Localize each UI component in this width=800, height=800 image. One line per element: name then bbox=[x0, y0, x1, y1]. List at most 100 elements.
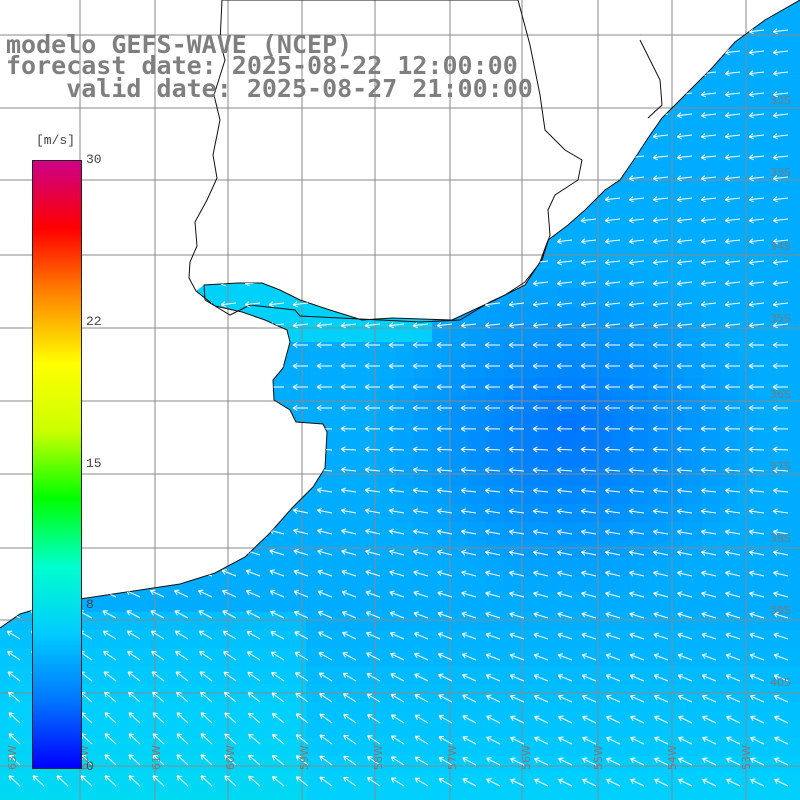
speed-cell bbox=[396, 126, 414, 144]
direction-arrow bbox=[292, 507, 309, 514]
speed-cell bbox=[360, 342, 378, 360]
speed-cell bbox=[252, 612, 270, 630]
speed-cell bbox=[306, 702, 324, 720]
speed-cell bbox=[486, 720, 504, 738]
speed-cell bbox=[666, 180, 684, 198]
direction-arrow bbox=[414, 735, 429, 745]
speed-cell bbox=[738, 126, 756, 144]
direction-arrow bbox=[340, 446, 357, 453]
speed-cell bbox=[612, 252, 630, 270]
direction-arrow bbox=[198, 630, 213, 640]
direction-arrow bbox=[388, 508, 405, 515]
speed-cell bbox=[360, 486, 378, 504]
speed-cell bbox=[396, 450, 414, 468]
speed-cell bbox=[738, 252, 756, 270]
direction-arrow bbox=[268, 238, 285, 245]
speed-cell bbox=[558, 324, 576, 342]
speed-cell bbox=[576, 414, 594, 432]
direction-arrow bbox=[4, 487, 21, 493]
lat-label: 33S bbox=[770, 166, 791, 179]
direction-arrow bbox=[724, 446, 741, 453]
speed-cell bbox=[558, 162, 576, 180]
speed-cell bbox=[540, 252, 558, 270]
direction-arrow bbox=[172, 280, 189, 287]
direction-arrow bbox=[148, 341, 164, 349]
direction-arrow bbox=[436, 528, 453, 535]
speed-cell bbox=[144, 450, 162, 468]
speed-cell bbox=[630, 180, 648, 198]
speed-cell bbox=[234, 594, 252, 612]
direction-arrow bbox=[678, 736, 693, 745]
speed-cell bbox=[90, 522, 108, 540]
speed-cell bbox=[126, 630, 144, 648]
direction-arrow bbox=[629, 653, 645, 661]
direction-arrow bbox=[389, 611, 405, 619]
speed-cell bbox=[324, 558, 342, 576]
direction-arrow bbox=[724, 154, 741, 161]
speed-cell bbox=[252, 0, 270, 18]
speed-cell bbox=[630, 702, 648, 720]
direction-arrow bbox=[460, 425, 477, 432]
speed-cell bbox=[216, 612, 234, 630]
direction-arrow bbox=[293, 569, 309, 577]
speed-cell bbox=[504, 576, 522, 594]
direction-arrow bbox=[580, 133, 597, 140]
speed-cell bbox=[756, 774, 774, 792]
direction-arrow bbox=[772, 487, 789, 494]
speed-cell bbox=[234, 738, 252, 756]
speed-cell bbox=[720, 0, 738, 18]
speed-cell bbox=[216, 396, 234, 414]
direction-arrow bbox=[460, 529, 477, 535]
speed-cell bbox=[774, 576, 792, 594]
speed-cell bbox=[522, 792, 540, 800]
speed-cell bbox=[630, 0, 648, 18]
speed-cell bbox=[684, 360, 702, 378]
direction-arrow bbox=[341, 569, 357, 577]
direction-arrow bbox=[580, 280, 597, 287]
speed-cell bbox=[702, 522, 720, 540]
direction-arrow bbox=[532, 322, 549, 329]
direction-arrow bbox=[556, 112, 573, 119]
speed-cell bbox=[756, 126, 774, 144]
speed-cell bbox=[738, 0, 756, 18]
direction-arrow bbox=[341, 549, 357, 556]
speed-cell bbox=[630, 360, 648, 378]
direction-arrow bbox=[580, 549, 597, 556]
speed-cell bbox=[522, 54, 540, 72]
direction-arrow bbox=[245, 589, 261, 598]
direction-arrow bbox=[701, 653, 717, 661]
direction-arrow bbox=[244, 487, 261, 494]
direction-arrow bbox=[532, 467, 549, 474]
speed-cell bbox=[468, 342, 486, 360]
direction-arrow bbox=[461, 570, 477, 577]
speed-cell bbox=[90, 216, 108, 234]
speed-cell bbox=[702, 576, 720, 594]
direction-arrow bbox=[437, 611, 453, 619]
speed-cell bbox=[126, 270, 144, 288]
speed-cell bbox=[504, 144, 522, 162]
speed-cell bbox=[594, 234, 612, 252]
speed-cell bbox=[720, 432, 738, 450]
speed-cell bbox=[450, 738, 468, 756]
speed-cell bbox=[486, 144, 504, 162]
speed-cell bbox=[540, 450, 558, 468]
direction-arrow bbox=[724, 217, 741, 224]
speed-cell bbox=[144, 234, 162, 252]
direction-arrow bbox=[124, 404, 140, 412]
direction-arrow bbox=[367, 714, 381, 724]
direction-arrow bbox=[244, 154, 261, 161]
speed-cell bbox=[756, 468, 774, 486]
speed-cell bbox=[324, 450, 342, 468]
direction-arrow bbox=[628, 91, 645, 98]
direction-arrow bbox=[748, 238, 765, 245]
speed-cell bbox=[612, 396, 630, 414]
speed-cell bbox=[720, 306, 738, 324]
speed-cell bbox=[90, 0, 108, 18]
speed-cell bbox=[306, 198, 324, 216]
direction-arrow bbox=[726, 736, 741, 745]
speed-cell bbox=[396, 0, 414, 18]
direction-arrow bbox=[772, 362, 788, 370]
speed-cell bbox=[486, 450, 504, 468]
speed-cell bbox=[234, 216, 252, 234]
speed-cell bbox=[216, 774, 234, 792]
